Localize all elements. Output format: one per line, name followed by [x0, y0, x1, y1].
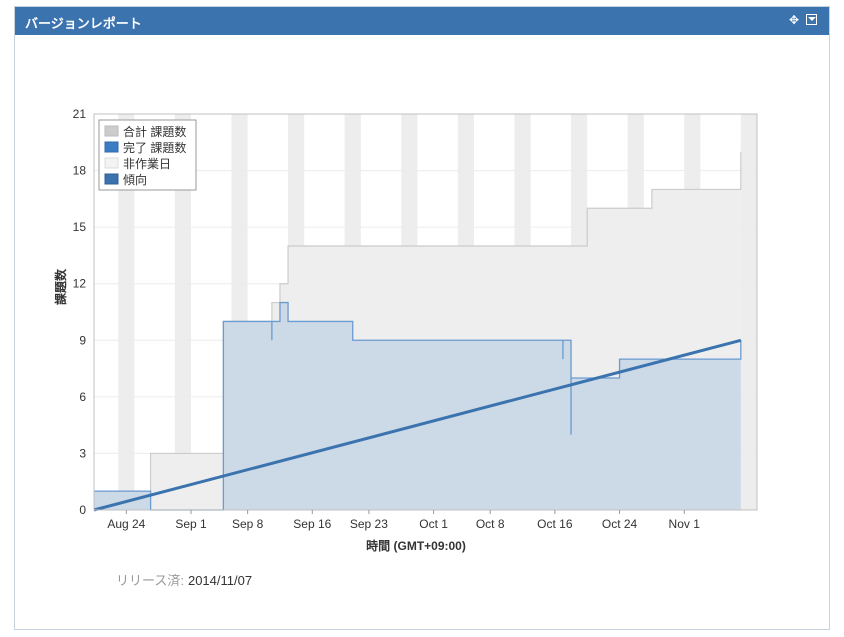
legend-label-1: 完了 課題数 [123, 140, 186, 155]
x-tick-label-2: Sep 8 [232, 517, 264, 531]
dropdown-menu-icon[interactable] [805, 13, 819, 27]
x-tick-label-1: Sep 1 [175, 517, 207, 531]
trend-line [93, 338, 742, 512]
legend-swatch-1 [104, 141, 119, 153]
completed-issues-area [94, 302, 741, 510]
move-icon[interactable]: ✥ [788, 13, 800, 27]
legend-label-3: 傾向 [123, 172, 147, 187]
x-axis: Aug 24 Sep 1 Sep 8 Sep 16 Sep 23 Oct 1 Oct 8 Oc… [107, 510, 700, 531]
y-tick-label-0: 0 [79, 503, 86, 517]
nonworking-band-11 [740, 114, 757, 510]
legend-swatch-3 [104, 173, 119, 185]
release-info: リリース済: 2014/11/07 [116, 570, 252, 589]
x-tick-label-4: Sep 23 [350, 517, 388, 531]
x-tick-label-3: Sep 16 [293, 517, 331, 531]
x-tick-label-6: Oct 8 [476, 517, 505, 531]
legend-label-2: 非作業日 [123, 157, 171, 171]
x-tick-label-7: Oct 16 [537, 517, 573, 531]
released-label: リリース済: [116, 573, 184, 588]
y-axis: 0 3 6 9 12 15 18 21 [73, 107, 87, 517]
nonworking-band-1 [174, 114, 192, 510]
y-tick-label-1: 3 [79, 446, 86, 460]
y-tick-label-4: 12 [73, 277, 87, 291]
completed-issues-line [94, 301, 742, 511]
series-areas [94, 151, 741, 510]
x-tick-label-9: Nov 1 [669, 517, 701, 531]
released-date: 2014/11/07 [187, 573, 253, 588]
y-tick-label-5: 15 [73, 220, 87, 234]
gadget-title: バージョンレポート [25, 17, 142, 32]
x-tick-label-8: Oct 24 [602, 517, 638, 531]
gadget-header: バージョンレポート ✥ [15, 7, 829, 35]
legend-swatch-0 [104, 125, 119, 137]
series-lines [93, 151, 742, 512]
legend-label-0: 合計 課題数 [123, 124, 186, 139]
nonworking-band-0 [118, 114, 135, 510]
y-tick-label-2: 6 [79, 390, 86, 404]
x-tick-label-0: Aug 24 [107, 517, 145, 531]
legend-swatch-2 [104, 157, 119, 169]
x-tick-label-5: Oct 1 [419, 517, 448, 531]
y-tick-label-3: 9 [79, 333, 86, 347]
x-axis-title: 時間 (GMT+09:00) [366, 538, 466, 553]
y-axis-title: 課題数 [53, 268, 68, 305]
y-tick-label-7: 21 [73, 107, 87, 121]
y-tick-label-6: 18 [73, 164, 87, 178]
plot-frame [93, 113, 758, 511]
total-issues-line [94, 151, 742, 492]
